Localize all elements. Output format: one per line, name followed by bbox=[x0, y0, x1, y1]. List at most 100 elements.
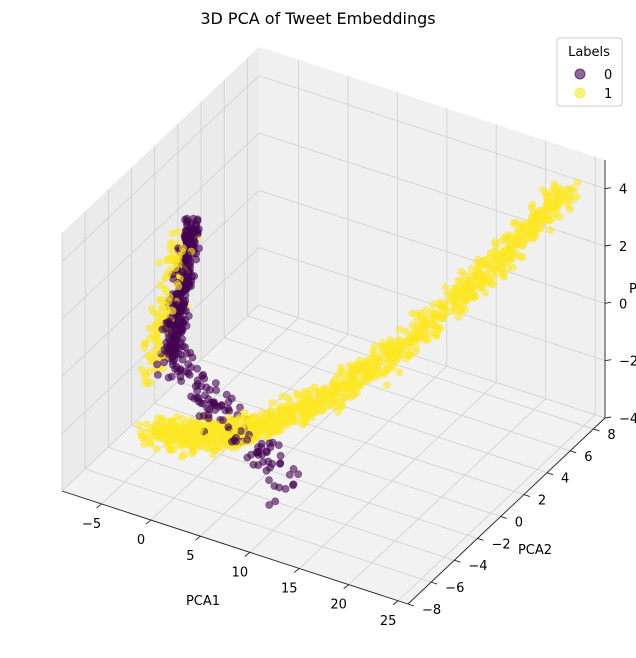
data-point-label-1 bbox=[420, 324, 429, 333]
y-axis-label: PCA2 bbox=[518, 543, 552, 558]
data-point-label-0 bbox=[177, 377, 186, 385]
data-point-label-1 bbox=[486, 249, 495, 258]
x-axis-line bbox=[61, 490, 409, 605]
data-point-label-1 bbox=[546, 226, 554, 234]
data-point-label-1 bbox=[555, 193, 564, 202]
data-point-label-0 bbox=[204, 414, 213, 423]
y-tick-label: −6 bbox=[445, 581, 464, 596]
data-point-label-1 bbox=[140, 343, 149, 352]
data-point-label-1 bbox=[338, 382, 347, 390]
data-point-label-1 bbox=[166, 424, 175, 433]
x-tick-mark bbox=[392, 600, 399, 606]
data-point-label-0 bbox=[285, 470, 294, 479]
data-point-label-1 bbox=[507, 234, 516, 243]
data-point-label-0 bbox=[162, 338, 171, 347]
data-point-label-1 bbox=[460, 270, 469, 279]
data-point-label-1 bbox=[180, 450, 189, 459]
x-tick-label: 20 bbox=[330, 598, 347, 613]
data-point-label-1 bbox=[173, 440, 182, 449]
data-point-label-1 bbox=[446, 296, 455, 305]
data-point-label-0 bbox=[289, 480, 298, 489]
data-point-label-0 bbox=[195, 244, 203, 253]
data-point-label-1 bbox=[375, 371, 384, 380]
data-point-label-1 bbox=[398, 338, 407, 347]
z-tick-mark bbox=[604, 416, 612, 419]
data-point-label-1 bbox=[446, 307, 455, 316]
z-tick-label: 2 bbox=[619, 240, 627, 255]
data-point-label-1 bbox=[438, 303, 447, 312]
data-point-label-0 bbox=[163, 347, 172, 356]
legend-marker-1 bbox=[574, 87, 586, 99]
data-point-label-1 bbox=[432, 325, 441, 333]
data-point-label-1 bbox=[194, 434, 203, 443]
data-point-label-1 bbox=[179, 439, 188, 447]
grid-line-z bbox=[61, 132, 606, 320]
data-point-label-1 bbox=[512, 240, 521, 249]
data-point-label-1 bbox=[338, 401, 347, 410]
data-point-label-1 bbox=[506, 255, 515, 264]
y-tick-label: −4 bbox=[468, 559, 487, 574]
data-point-label-1 bbox=[157, 296, 166, 305]
data-point-label-0 bbox=[206, 385, 214, 394]
axis-lines bbox=[61, 160, 606, 605]
data-point-label-1 bbox=[334, 407, 342, 416]
z-tick-label: −4 bbox=[619, 412, 636, 427]
data-point-label-1 bbox=[266, 416, 275, 425]
data-point-label-0 bbox=[190, 394, 199, 403]
data-point-label-1 bbox=[164, 297, 173, 306]
data-point-label-1 bbox=[307, 398, 316, 407]
data-point-label-0 bbox=[218, 416, 227, 425]
data-point-label-1 bbox=[149, 308, 158, 317]
data-point-label-1 bbox=[457, 289, 466, 297]
y-tick-label: −2 bbox=[492, 537, 511, 552]
data-point-label-1 bbox=[318, 389, 327, 398]
data-point-label-0 bbox=[178, 355, 187, 364]
data-point-label-1 bbox=[368, 367, 377, 375]
data-point-label-1 bbox=[141, 378, 149, 387]
y-tick-mark bbox=[593, 428, 600, 432]
x-tick-mark bbox=[293, 568, 300, 573]
data-point-label-1 bbox=[174, 282, 183, 291]
data-point-label-1 bbox=[145, 351, 154, 360]
data-point-label-0 bbox=[158, 325, 167, 334]
z-tick-mark bbox=[604, 244, 612, 247]
data-point-label-1 bbox=[530, 216, 538, 225]
data-point-label-0 bbox=[247, 450, 255, 459]
data-point-label-1 bbox=[218, 429, 227, 438]
data-point-label-1 bbox=[432, 331, 441, 340]
data-point-label-1 bbox=[153, 434, 162, 442]
data-point-label-1 bbox=[140, 440, 148, 449]
data-point-label-1 bbox=[402, 327, 411, 336]
back-wall-pane bbox=[259, 47, 605, 418]
data-point-label-0 bbox=[188, 353, 197, 362]
data-point-label-1 bbox=[316, 406, 325, 414]
data-point-label-1 bbox=[550, 203, 559, 212]
data-point-label-1 bbox=[386, 355, 394, 364]
data-point-label-0 bbox=[184, 360, 193, 369]
data-point-label-0 bbox=[265, 476, 273, 484]
x-tick-label: 0 bbox=[137, 533, 145, 548]
data-point-label-1 bbox=[395, 368, 404, 377]
z-tick-label: −2 bbox=[619, 355, 636, 370]
data-point-label-1 bbox=[402, 346, 411, 355]
z-tick-label: 0 bbox=[619, 297, 627, 312]
data-point-label-0 bbox=[183, 277, 192, 286]
data-point-label-1 bbox=[301, 407, 310, 416]
x-tick-mark bbox=[96, 503, 102, 509]
data-point-label-1 bbox=[463, 283, 472, 291]
data-point-label-0 bbox=[167, 329, 176, 338]
data-point-label-1 bbox=[268, 398, 276, 407]
data-point-label-1 bbox=[473, 259, 482, 268]
data-point-label-0 bbox=[195, 412, 204, 421]
data-point-label-1 bbox=[413, 310, 421, 318]
data-point-label-1 bbox=[355, 380, 364, 388]
x-tick-label: 25 bbox=[380, 614, 397, 629]
data-point-label-1 bbox=[450, 288, 459, 296]
data-point-label-1 bbox=[299, 414, 308, 423]
data-point-label-1 bbox=[428, 308, 437, 316]
data-point-label-1 bbox=[328, 379, 337, 388]
data-point-label-0 bbox=[210, 398, 218, 407]
data-point-label-0 bbox=[185, 230, 194, 239]
z-tick-mark bbox=[604, 301, 612, 304]
